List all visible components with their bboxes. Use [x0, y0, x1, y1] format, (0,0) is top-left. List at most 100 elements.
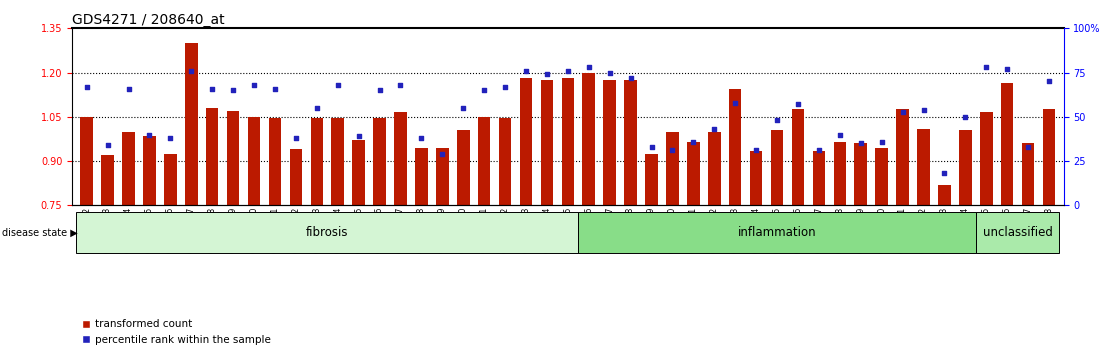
Point [204, 86, 222, 91]
Point [329, 82, 347, 88]
Point [998, 66, 1016, 72]
Bar [979, 113, 993, 205]
Bar [624, 80, 637, 205]
Bar [122, 132, 135, 205]
Bar [206, 108, 218, 205]
Point [371, 87, 389, 93]
Point [245, 82, 263, 88]
Point [99, 142, 116, 148]
Point [224, 87, 242, 93]
Bar [917, 129, 930, 205]
Bar [729, 89, 741, 205]
Point [727, 100, 745, 105]
Point [873, 139, 891, 144]
Bar [81, 117, 93, 205]
Bar [416, 148, 428, 205]
Bar [666, 132, 679, 205]
Bar [437, 148, 449, 205]
Bar [456, 130, 470, 205]
Text: disease state ▶: disease state ▶ [2, 228, 78, 238]
Bar [875, 148, 888, 205]
Bar [331, 118, 343, 205]
Point [852, 141, 870, 146]
Bar [960, 130, 972, 205]
Bar [687, 142, 699, 205]
Bar [812, 151, 825, 205]
Point [747, 148, 765, 153]
Point [412, 135, 430, 141]
Point [517, 68, 535, 74]
Bar [185, 43, 197, 205]
Bar [289, 149, 302, 205]
Bar [854, 143, 868, 205]
Point [350, 133, 368, 139]
Bar [227, 111, 239, 205]
Bar [750, 151, 762, 205]
Bar [604, 80, 616, 205]
Point [935, 171, 953, 176]
Point [433, 151, 451, 157]
Text: unclassified: unclassified [983, 226, 1053, 239]
Bar [1043, 109, 1055, 205]
Point [894, 109, 912, 114]
Bar [896, 109, 909, 205]
Point [643, 144, 660, 150]
Point [706, 126, 724, 132]
Point [560, 68, 577, 74]
Point [538, 72, 556, 77]
Point [956, 114, 974, 120]
Point [664, 148, 681, 153]
Bar [583, 73, 595, 205]
Point [287, 135, 305, 141]
Bar [164, 154, 176, 205]
Bar [352, 141, 365, 205]
Point [141, 132, 158, 137]
Bar [268, 118, 281, 205]
Point [579, 64, 597, 70]
Point [308, 105, 326, 111]
Point [120, 86, 137, 91]
Point [831, 132, 849, 137]
Bar [143, 136, 156, 205]
FancyBboxPatch shape [76, 212, 578, 253]
Point [685, 139, 702, 144]
Bar [562, 79, 574, 205]
Point [454, 105, 472, 111]
Point [768, 118, 786, 123]
Bar [833, 142, 847, 205]
Point [266, 86, 284, 91]
Bar [310, 118, 324, 205]
Bar [771, 130, 783, 205]
Text: fibrosis: fibrosis [306, 226, 349, 239]
FancyBboxPatch shape [976, 212, 1059, 253]
Point [162, 135, 179, 141]
Bar [541, 80, 553, 205]
Bar [248, 117, 260, 205]
Point [601, 70, 618, 75]
Point [183, 68, 201, 74]
Point [475, 87, 493, 93]
Bar [520, 79, 532, 205]
Text: inflammation: inflammation [738, 226, 817, 239]
Point [78, 84, 95, 90]
Bar [1001, 83, 1014, 205]
Bar [1022, 143, 1035, 205]
Bar [373, 118, 386, 205]
Bar [499, 118, 512, 205]
Bar [708, 132, 720, 205]
Bar [792, 109, 804, 205]
Text: GDS4271 / 208640_at: GDS4271 / 208640_at [72, 13, 225, 27]
Point [1019, 144, 1037, 150]
Bar [478, 117, 491, 205]
Point [810, 148, 828, 153]
Bar [938, 185, 951, 205]
Point [1040, 79, 1058, 84]
Point [977, 64, 995, 70]
Point [789, 102, 807, 107]
Bar [645, 154, 658, 205]
Bar [101, 155, 114, 205]
Point [391, 82, 409, 88]
Point [914, 107, 932, 113]
Legend: transformed count, percentile rank within the sample: transformed count, percentile rank withi… [78, 315, 275, 349]
Point [496, 84, 514, 90]
